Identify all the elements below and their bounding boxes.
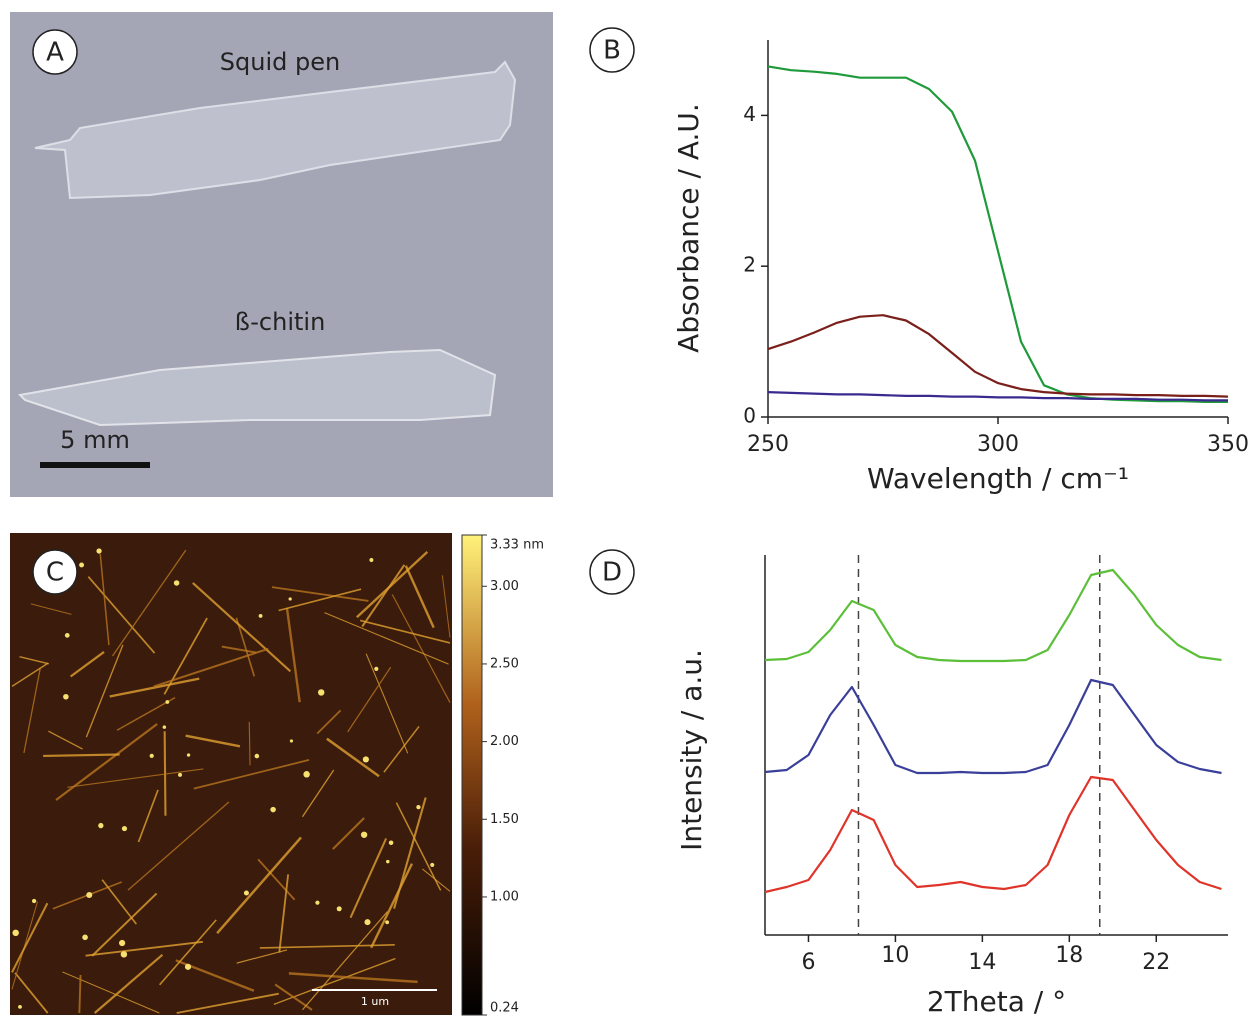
y-tick-label: 0 (743, 404, 756, 428)
colorbar-label: 3.33 nm (490, 538, 544, 553)
particle (374, 667, 378, 671)
particle (290, 739, 293, 742)
particle (163, 725, 167, 729)
panel-label: A (46, 38, 64, 68)
colorbar (462, 535, 482, 1015)
particle (337, 906, 342, 911)
particle (318, 689, 324, 695)
x-axis-title: 2Theta / ° (927, 985, 1066, 1018)
particle (386, 860, 389, 863)
y-tick-label: 2 (743, 253, 756, 277)
particle (65, 633, 70, 638)
data-line (765, 680, 1222, 773)
photo-label: Squid pen (220, 48, 340, 76)
x-tick-label: 250 (747, 432, 789, 457)
particle (430, 863, 434, 867)
colorbar-label: 2.50 (490, 656, 519, 671)
particle (122, 826, 127, 831)
colorbar-label: 1.50 (490, 812, 519, 827)
particle (98, 823, 103, 828)
panel-label: D (602, 558, 622, 588)
particle (18, 1005, 22, 1009)
x-tick-label: 22 (1142, 950, 1170, 975)
panel-label: B (603, 36, 621, 66)
particle (178, 773, 182, 777)
x-axis-title: Wavelength / cm⁻¹ (867, 462, 1129, 495)
y-tick-label: 4 (743, 102, 756, 126)
particle (82, 934, 88, 940)
scale-label: 5 mm (60, 426, 130, 454)
particle (63, 694, 69, 700)
panel-label: C (46, 558, 64, 588)
data-line (768, 315, 1228, 396)
particle (270, 807, 276, 813)
particle (369, 558, 373, 562)
x-tick-label: 18 (1055, 943, 1083, 968)
particle (363, 756, 369, 762)
particle (187, 753, 190, 756)
particle (96, 548, 101, 553)
particle (185, 964, 191, 970)
particle (259, 614, 263, 618)
colorbar-label: 3.00 (490, 579, 519, 594)
data-line (768, 392, 1228, 400)
particle (361, 832, 367, 838)
colorbar-ticks: 3.33 nm 3.00 2.50 2.00 1.50 1.00 0.24 (482, 535, 544, 1016)
particle (121, 951, 127, 957)
particle (174, 580, 180, 586)
colorbar-label: 0.24 (490, 1001, 519, 1016)
colorbar-label: 1.00 (490, 889, 519, 904)
y-axis-title: Intensity / a.u. (675, 649, 708, 851)
particle (255, 754, 260, 759)
particle (244, 890, 249, 895)
particle (150, 754, 154, 758)
particle (303, 771, 309, 777)
particle (119, 940, 125, 946)
particle (32, 899, 36, 903)
fiber (249, 722, 250, 765)
particle (165, 700, 169, 704)
particle (364, 919, 370, 925)
particle (315, 901, 319, 905)
afm-image (10, 533, 452, 1015)
x-tick-label: 300 (977, 432, 1019, 457)
particle (12, 930, 18, 936)
x-tick-label: 350 (1207, 432, 1249, 457)
data-line (765, 777, 1222, 892)
charts: B 0 2 4 250 300 350 Wavelength / cm⁻¹ Absorbance… (590, 28, 1249, 1018)
y-axis-title: Absorbance / A.U. (672, 103, 705, 353)
particle (416, 805, 420, 809)
particle (389, 840, 394, 845)
photo-label: ß-chitin (235, 308, 326, 336)
fiber (79, 975, 80, 1013)
x-tick-label: 6 (801, 950, 815, 975)
scale-label: 1 um (361, 995, 389, 1008)
figure: A Squid pen ß-chitin 5 mm C 1 um 3.33 nm… (0, 0, 1257, 1019)
particle (385, 920, 389, 924)
colorbar-label: 2.00 (490, 734, 519, 749)
data-line (768, 66, 1228, 402)
fiber (43, 754, 119, 755)
x-tick-label: 14 (968, 950, 996, 975)
particle (86, 892, 92, 898)
particle (289, 597, 292, 600)
x-tick-label: 10 (881, 943, 909, 968)
data-line (765, 570, 1222, 661)
particle (79, 563, 84, 568)
